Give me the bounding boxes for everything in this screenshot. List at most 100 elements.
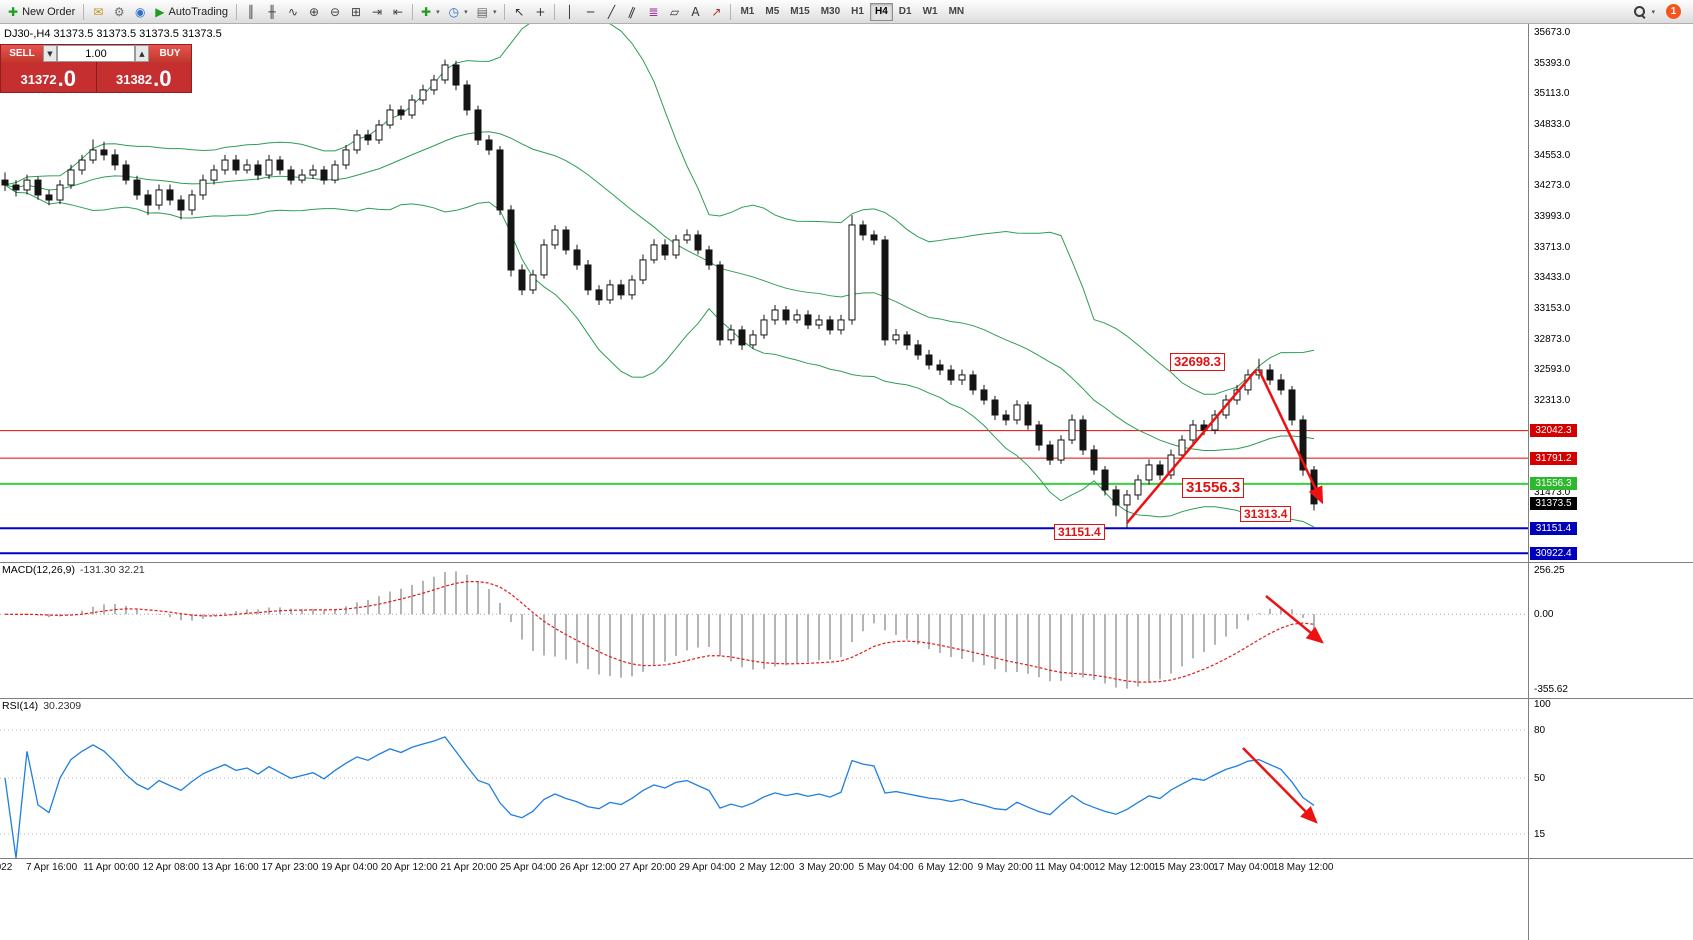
- rsi-value: 30.2309: [43, 700, 82, 712]
- tile-windows-icon: ⊞: [350, 4, 362, 19]
- time-axis-label: 12 Apr 08:00: [142, 862, 200, 873]
- price-chart-plot[interactable]: [0, 24, 1528, 562]
- buy-button[interactable]: BUY: [149, 45, 191, 62]
- chart-shift-button[interactable]: ⇤: [388, 2, 408, 22]
- main-toolbar: ✚ New Order ✉ ⚙ ◉ ▶ AutoTrading ║ ╫ ∿ ⊕ ⊖ ⊞ ⇥ ⇤ ✚ ▾ ◷ ▾ ▤ ▾ ↖…: [0, 0, 1693, 24]
- timeframe-d1-button[interactable]: D1: [894, 3, 917, 21]
- periods-button[interactable]: ◷ ▾: [445, 2, 472, 22]
- tile-windows-button[interactable]: ⊞: [346, 2, 366, 22]
- timeframe-m1-button[interactable]: M1: [735, 3, 759, 21]
- shapes-button[interactable]: ▱: [664, 2, 684, 22]
- zoom-out-button[interactable]: ⊖: [325, 2, 345, 22]
- autotrading-icon: ▶: [155, 4, 165, 19]
- price-tick-label: 33993.0: [1534, 210, 1571, 222]
- level-lines-layer[interactable]: [0, 430, 1528, 555]
- price-tick-label: 34553.0: [1534, 149, 1571, 161]
- arrows-button[interactable]: ↗: [706, 2, 726, 22]
- new-order-label: New Order: [22, 5, 76, 18]
- toolbar-separator: [730, 3, 732, 20]
- trend-arrows-layer[interactable]: [1265, 595, 1324, 644]
- buy-price[interactable]: 31382 .0: [97, 62, 192, 92]
- price-annotation-peak[interactable]: 32698.3: [1170, 353, 1225, 371]
- line-chart-icon: ∿: [287, 4, 299, 19]
- sell-price-fraction: .0: [57, 66, 76, 91]
- time-axis-label: 11 Apr 00:00: [83, 862, 140, 873]
- fibonacci-button[interactable]: ≣: [643, 2, 663, 22]
- trend-arrows-layer[interactable]: [1126, 369, 1324, 524]
- trendline-button[interactable]: ╱: [601, 2, 621, 22]
- notifications-badge[interactable]: 1: [1666, 4, 1681, 19]
- timeframe-mn-button[interactable]: MN: [944, 3, 970, 21]
- sell-price[interactable]: 31372 .0: [1, 62, 96, 92]
- one-click-prices: 31372 .0 31382 .0: [1, 62, 191, 92]
- chart-shift-icon: ⇤: [392, 4, 404, 19]
- vertical-line-button[interactable]: │: [559, 2, 579, 22]
- community-button[interactable]: ◉: [130, 2, 150, 22]
- new-order-icon: ✚: [8, 4, 19, 19]
- price-annotation-swing-low[interactable]: 31151.4: [1054, 524, 1105, 541]
- sell-button[interactable]: SELL: [1, 45, 43, 62]
- new-order-button[interactable]: ✚ New Order: [4, 2, 79, 22]
- time-axis-label: 7 Apr 16:00: [26, 862, 78, 873]
- macd-scale-bottom: -355.62: [1534, 684, 1568, 695]
- timeframe-m30-button[interactable]: M30: [816, 3, 845, 21]
- symbol-ohlc-info: DJ30-,H4 31373.5 31373.5 31373.5 31373.5: [4, 28, 222, 40]
- price-tick-label: 33153.0: [1534, 302, 1571, 314]
- autotrading-button[interactable]: ▶ AutoTrading: [151, 2, 232, 22]
- trend-arrows-layer[interactable]: [1242, 747, 1318, 824]
- toolbar-separator: [412, 3, 414, 20]
- search-button[interactable]: ▾: [1629, 2, 1659, 22]
- price-annotation-current-low[interactable]: 31313.4: [1240, 506, 1292, 523]
- horizontal-line-button[interactable]: ─: [580, 2, 600, 22]
- timeframe-m5-button[interactable]: M5: [760, 3, 784, 21]
- price-chart-panel: DJ30-,H4 31373.5 31373.5 31373.5 31373.5…: [0, 24, 1528, 562]
- indicators-button[interactable]: ✚ ▾: [417, 2, 444, 22]
- trendline-icon: ╱: [607, 4, 616, 19]
- price-annotation-level[interactable]: 31556.3: [1182, 478, 1245, 498]
- timeframe-h1-button[interactable]: H1: [846, 3, 869, 21]
- zoom-in-button[interactable]: ⊕: [304, 2, 324, 22]
- templates-button[interactable]: ▤ ▾: [473, 2, 501, 22]
- time-axis-label: 6 May 12:00: [918, 862, 974, 873]
- price-line-label: 32042.3: [1530, 424, 1577, 438]
- volume-increase-button[interactable]: ▲: [135, 45, 149, 62]
- crosshair-button[interactable]: +: [530, 2, 550, 22]
- macd-name: MACD(12,26,9): [2, 564, 75, 576]
- cursor-button[interactable]: ↖: [509, 2, 529, 22]
- price-divider: [95, 62, 97, 92]
- time-axis-label: 18 May 12:00: [1272, 862, 1334, 873]
- text-button[interactable]: A: [685, 2, 705, 22]
- bar-chart-button[interactable]: ║: [241, 2, 261, 22]
- text-icon: A: [691, 4, 700, 19]
- auto-scroll-button[interactable]: ⇥: [367, 2, 387, 22]
- macd-signal-line: [4, 580, 1315, 683]
- timeframe-m15-button[interactable]: M15: [785, 3, 814, 21]
- line-chart-button[interactable]: ∿: [283, 2, 303, 22]
- fibonacci-icon: ≣: [648, 4, 659, 19]
- time-axis-label: 17 Apr 23:00: [261, 862, 319, 873]
- expert-advisors-button[interactable]: ⚙: [109, 2, 129, 22]
- candlestick-chart-button[interactable]: ╫: [262, 2, 282, 22]
- bar-chart-icon: ║: [247, 4, 255, 19]
- mail-button[interactable]: ✉: [88, 2, 108, 22]
- price-axis[interactable]: 35673.0 35393.0 35113.0 34833.0 34553.0 34273…: [1528, 24, 1693, 940]
- timeframe-h4-button[interactable]: H4: [869, 2, 893, 21]
- price-tick-label: 35673.0: [1534, 26, 1571, 38]
- volume-decrease-button[interactable]: ▼: [43, 45, 57, 62]
- time-axis-label: 17 May 04:00: [1213, 862, 1274, 873]
- price-tick-label: 31473.0: [1534, 486, 1571, 498]
- macd-scale-top: 256.25: [1534, 565, 1565, 576]
- timeframe-w1-button[interactable]: W1: [918, 3, 943, 21]
- macd-plot[interactable]: [0, 562, 1528, 698]
- volume-input[interactable]: [58, 46, 134, 61]
- panel-separator[interactable]: [0, 562, 1693, 563]
- rsi-name: RSI(14): [2, 700, 39, 712]
- buy-price-fraction: .0: [153, 66, 172, 91]
- time-axis-label: Apr 2022: [0, 862, 13, 873]
- price-line-label: 31151.4: [1530, 521, 1577, 535]
- rsi-plot[interactable]: [0, 698, 1528, 858]
- candlestick-chart-icon: ╫: [268, 4, 276, 19]
- equidistant-channel-button[interactable]: ∥: [622, 2, 642, 22]
- panel-separator[interactable]: [0, 698, 1693, 699]
